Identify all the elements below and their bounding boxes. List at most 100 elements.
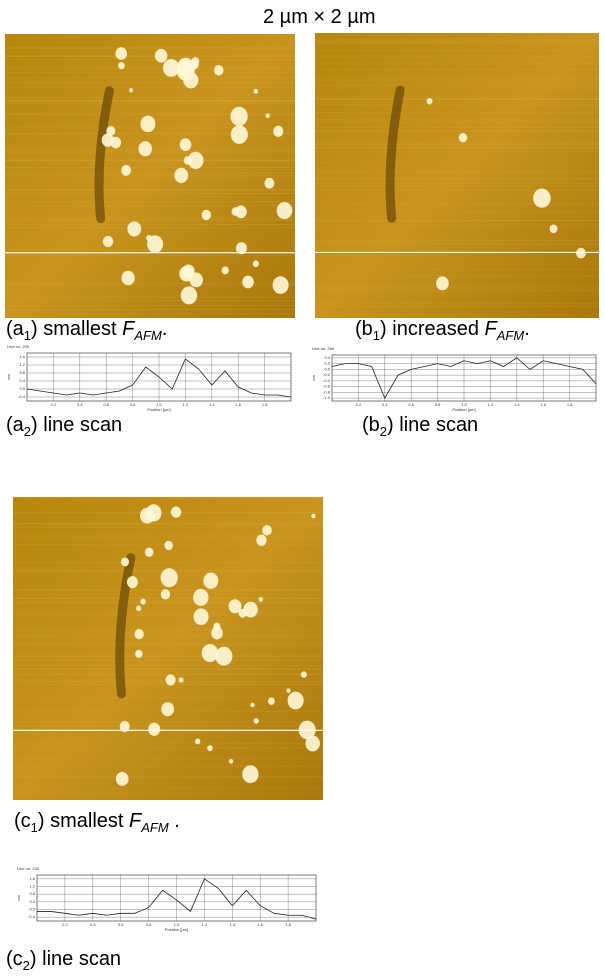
x-tick-label: 1.8	[285, 922, 291, 927]
x-tick-label: 1.6	[540, 402, 546, 407]
y-tick-label: 0.2	[324, 361, 330, 366]
x-tick-label: 0.4	[90, 922, 96, 927]
y-tick-label: -1.0	[323, 395, 331, 400]
y-axis-label: nm	[311, 375, 316, 381]
afm-particle	[194, 608, 209, 625]
afm-particle	[177, 58, 195, 77]
x-tick-label: 1.6	[235, 402, 241, 407]
afm-particle	[264, 178, 274, 189]
afm-particle	[161, 568, 178, 587]
y-tick-label: -0.2	[323, 372, 331, 377]
afm-particle	[184, 156, 192, 164]
afm-particle	[273, 276, 289, 294]
afm-particle	[148, 723, 160, 736]
afm-particle	[140, 508, 154, 524]
afm-particle	[155, 49, 167, 63]
afm-particle	[180, 138, 192, 151]
x-tick-label: 0.2	[356, 402, 362, 407]
afm-particle	[115, 47, 127, 60]
afm-particle	[250, 703, 254, 708]
page: {"header": {"title": "2 µm × 2 µm"}, "ca…	[0, 0, 605, 977]
afm-particle	[103, 236, 113, 247]
y-tick-label: -0.8	[323, 389, 331, 394]
afm-particle	[254, 718, 259, 724]
x-tick-label: 1.2	[488, 402, 494, 407]
afm-particle	[207, 745, 212, 751]
afm-particle	[256, 535, 266, 546]
afm-particle	[273, 126, 283, 137]
x-tick-label: 1.0	[461, 402, 467, 407]
afm-particle	[288, 692, 304, 710]
afm-particle	[459, 133, 467, 142]
x-tick-label: 1.0	[156, 402, 162, 407]
y-tick-label: -0.4	[18, 394, 26, 399]
afm-particle	[259, 597, 263, 602]
afm-particle	[127, 221, 141, 236]
x-tick-label: 1.2	[183, 402, 189, 407]
x-tick-label: 1.8	[567, 402, 573, 407]
afm-particle	[116, 772, 129, 786]
y-tick-label: 0.0	[19, 386, 25, 391]
afm-particle	[171, 506, 181, 517]
afm-particle	[138, 141, 152, 156]
y-tick-label: 0.4	[29, 899, 35, 904]
afm-particle	[161, 702, 174, 716]
x-tick-label: 0.8	[130, 402, 136, 407]
y-axis-label: nm	[16, 895, 21, 901]
x-tick-label: 1.4	[514, 402, 520, 407]
afm-particle	[195, 739, 200, 745]
afm-particle	[254, 89, 259, 94]
x-tick-label: 1.2	[202, 922, 208, 927]
afm-particle	[202, 210, 211, 220]
afm-image	[5, 34, 295, 318]
afm-particle	[147, 235, 163, 253]
afm-particle	[311, 514, 315, 519]
afm-particle	[164, 541, 173, 550]
afm-particle	[118, 62, 125, 69]
afm-particle	[203, 572, 218, 588]
y-tick-label: 0.8	[19, 370, 25, 375]
x-tick-label: 1.0	[174, 922, 180, 927]
y-tick-label: 0.8	[29, 891, 35, 896]
y-tick-label: 1.2	[29, 884, 35, 889]
figure: 2 µm × 2 µm (a1) smallest FAFM. (b1) inc…	[0, 0, 605, 977]
x-tick-label: 1.8	[262, 402, 268, 407]
afm-particle	[550, 224, 558, 233]
afm-particle	[145, 548, 154, 557]
afm-particle	[136, 605, 141, 611]
afm-particle	[140, 599, 145, 605]
afm-particle	[243, 602, 257, 618]
afm-particle	[215, 647, 232, 666]
afm-particle	[427, 98, 433, 104]
y-tick-label: 0.4	[19, 378, 25, 383]
x-tick-label: 0.8	[435, 402, 441, 407]
afm-particle	[127, 576, 138, 588]
x-tick-label: 0.6	[103, 402, 109, 407]
x-tick-label: 0.2	[62, 922, 68, 927]
afm-particle	[202, 644, 218, 662]
afm-particle	[174, 168, 188, 183]
scan-header: Line no: 209	[7, 344, 30, 349]
y-tick-label: -0.6	[323, 384, 331, 389]
afm-particle	[533, 189, 551, 208]
afm-particle	[181, 286, 197, 304]
afm-particle	[262, 525, 272, 536]
y-axis-label: nm	[6, 374, 11, 380]
afm-particle	[222, 266, 229, 274]
afm-particle	[179, 677, 184, 682]
afm-particle	[231, 125, 248, 144]
y-tick-label: 1.6	[19, 354, 25, 359]
afm-particle	[121, 165, 131, 176]
x-tick-label: 1.4	[209, 402, 215, 407]
afm-particle	[268, 697, 275, 705]
afm-particle	[576, 248, 586, 259]
x-tick-label: 0.2	[51, 402, 57, 407]
afm-particle	[230, 107, 247, 126]
y-tick-label: 0.4	[324, 355, 330, 360]
x-tick-label: 1.4	[230, 922, 236, 927]
afm-particle	[121, 271, 134, 286]
x-tick-label: 1.6	[257, 922, 263, 927]
x-tick-label: 0.8	[146, 922, 152, 927]
y-tick-label: -0.4	[28, 914, 36, 919]
afm-particle	[232, 207, 240, 216]
